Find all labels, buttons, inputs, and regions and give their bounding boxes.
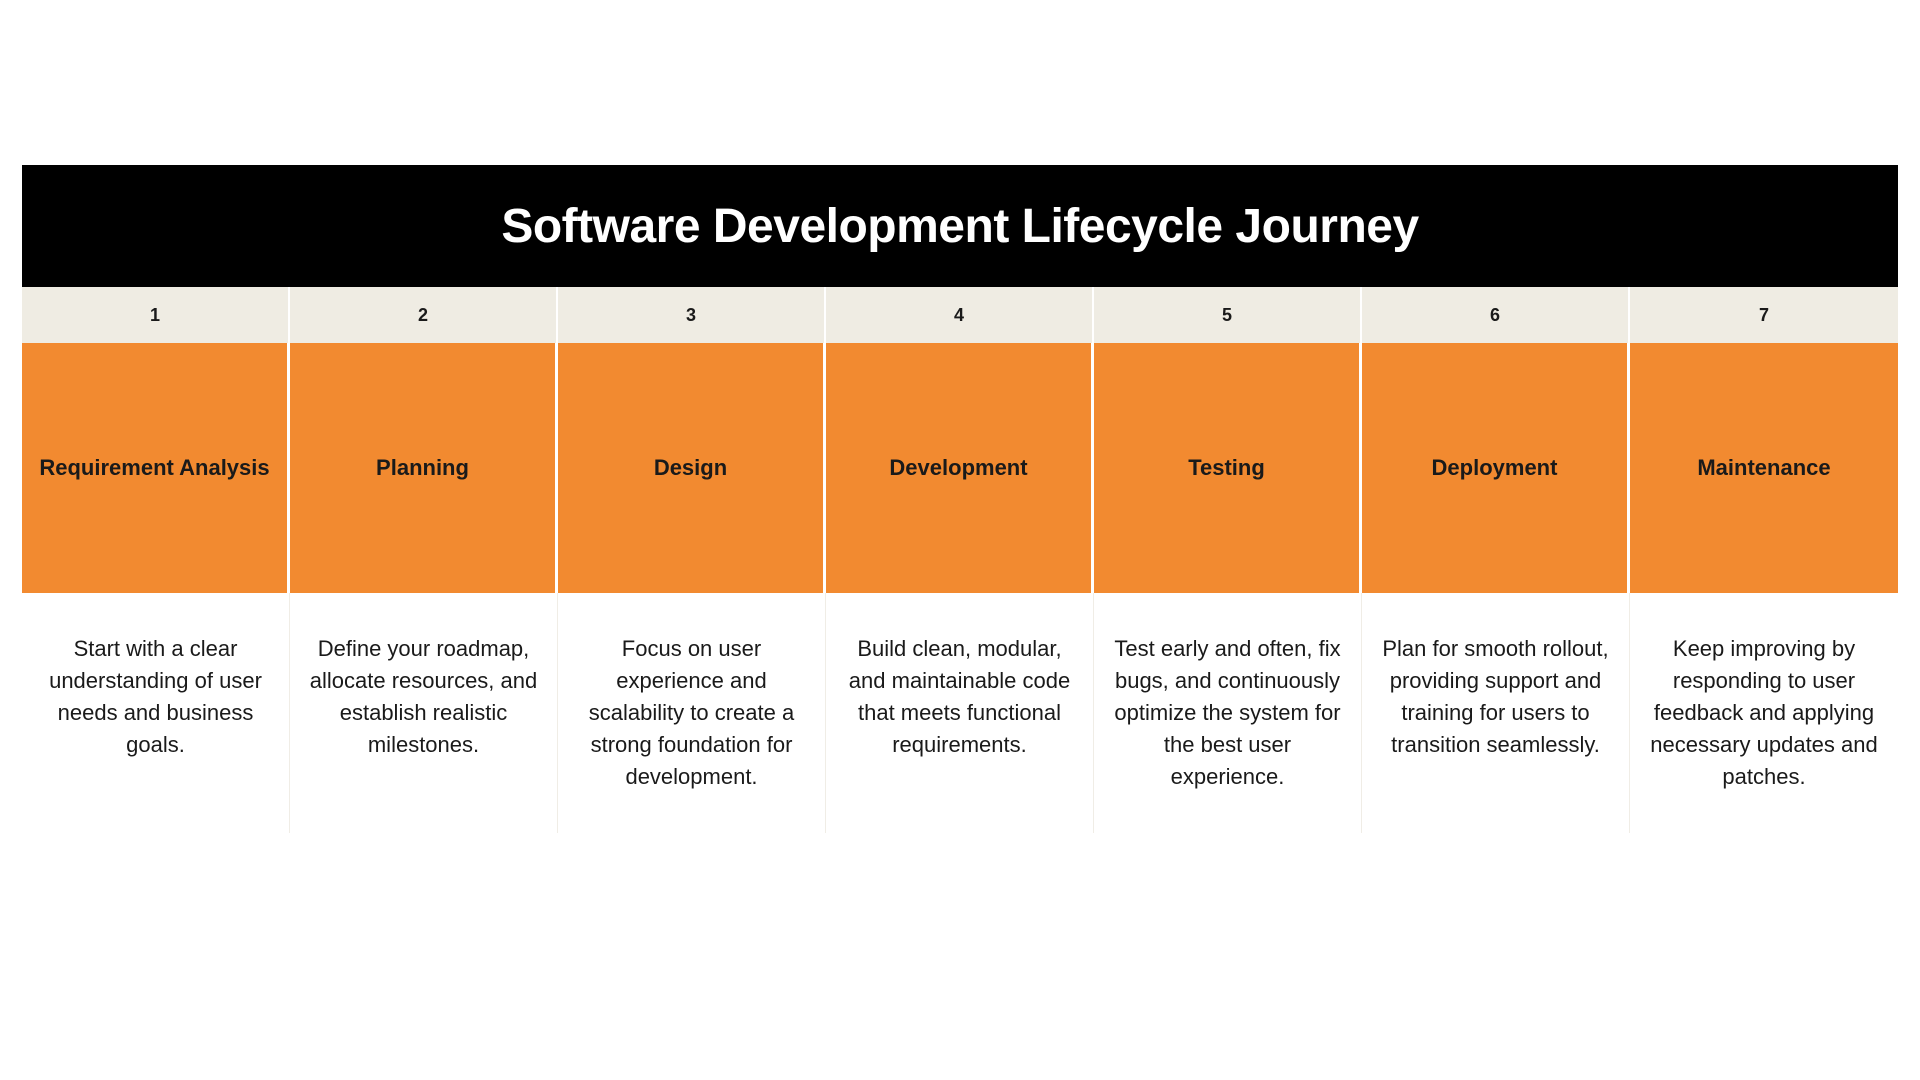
description-row: Start with a clear understanding of user… [22, 593, 1898, 833]
phase-description: Start with a clear understanding of user… [22, 593, 290, 833]
step-number: 3 [558, 287, 826, 343]
phase-description: Focus on user experience and scalability… [558, 593, 826, 833]
step-number: 7 [1630, 287, 1898, 343]
phase-name: Planning [290, 343, 558, 593]
step-number: 5 [1094, 287, 1362, 343]
phase-description: Keep improving by responding to user fee… [1630, 593, 1898, 833]
step-number: 6 [1362, 287, 1630, 343]
phase-row: Requirement Analysis Planning Design Dev… [22, 343, 1898, 593]
phase-name: Development [826, 343, 1094, 593]
sdlc-table: Software Development Lifecycle Journey 1… [22, 165, 1898, 833]
phase-name: Deployment [1362, 343, 1630, 593]
phase-name: Testing [1094, 343, 1362, 593]
phase-description: Define your roadmap, allocate resources,… [290, 593, 558, 833]
phase-description: Plan for smooth rollout, providing suppo… [1362, 593, 1630, 833]
number-row: 1 2 3 4 5 6 7 [22, 287, 1898, 343]
phase-name: Design [558, 343, 826, 593]
step-number: 2 [290, 287, 558, 343]
phase-name: Requirement Analysis [22, 343, 290, 593]
title-bar: Software Development Lifecycle Journey [22, 165, 1898, 287]
page-title: Software Development Lifecycle Journey [501, 199, 1418, 254]
phase-description: Test early and often, fix bugs, and cont… [1094, 593, 1362, 833]
step-number: 1 [22, 287, 290, 343]
phase-description: Build clean, modular, and maintainable c… [826, 593, 1094, 833]
step-number: 4 [826, 287, 1094, 343]
phase-name: Maintenance [1630, 343, 1898, 593]
